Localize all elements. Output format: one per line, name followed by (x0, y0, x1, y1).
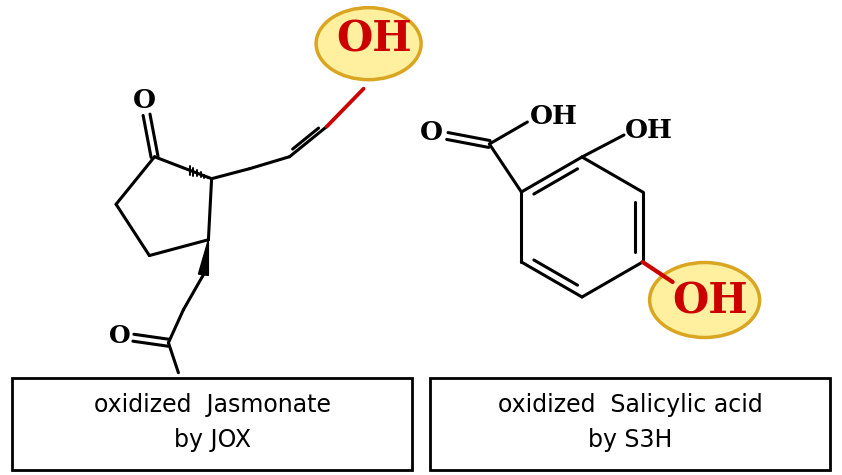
Text: oxidized  Salicylic acid: oxidized Salicylic acid (498, 393, 762, 417)
Text: O: O (420, 121, 443, 145)
Ellipse shape (316, 8, 421, 80)
Polygon shape (199, 240, 209, 276)
FancyBboxPatch shape (12, 378, 412, 470)
Text: OH: OH (336, 19, 412, 61)
Text: OH: OH (530, 104, 578, 130)
Text: OH: OH (672, 281, 748, 323)
Text: by S3H: by S3H (588, 428, 672, 452)
FancyBboxPatch shape (430, 378, 830, 470)
Text: oxidized  Jasmonate: oxidized Jasmonate (93, 393, 331, 417)
Text: by JOX: by JOX (173, 428, 251, 452)
Text: O: O (109, 324, 131, 348)
Text: OH: OH (157, 377, 203, 401)
Ellipse shape (650, 263, 759, 338)
Text: OH: OH (625, 117, 673, 142)
Text: O: O (133, 88, 156, 113)
